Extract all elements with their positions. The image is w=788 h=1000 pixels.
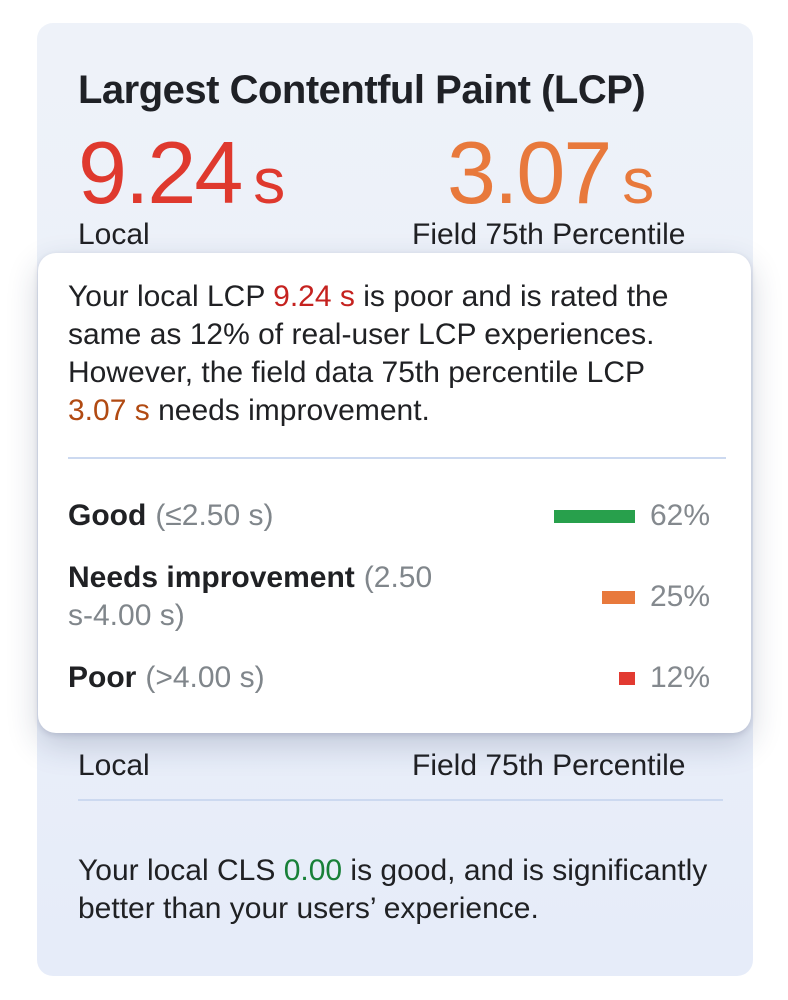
distribution-label: Needs improvement (2.50 s-4.00 s) — [68, 559, 463, 635]
distribution-bar-area: 25% — [602, 578, 726, 616]
lcp-field-label: Field 75th Percentile — [412, 218, 686, 251]
distribution-bar — [602, 590, 635, 604]
distribution-bar — [619, 671, 635, 685]
distribution-percent: 25% — [650, 580, 711, 613]
lcp-tooltip-summary: Your local LCP 9.24 s is poor and is rat… — [68, 278, 726, 430]
distribution-bar-area: 62% — [554, 497, 726, 535]
lcp-local-number: 9.24 — [78, 123, 243, 222]
distribution-percent: 62% — [650, 499, 711, 532]
summary-part3: needs improvement. — [149, 394, 430, 427]
distribution-row: Good (≤2.50 s) 62% — [68, 497, 726, 535]
cls-summary-part2: is good, and is significantly better tha… — [78, 854, 708, 925]
local-lcp-highlight: 9.24 s — [273, 280, 355, 313]
cls-local-label: Local — [78, 749, 150, 782]
distribution-bar — [554, 509, 635, 523]
lcp-values-row: 9.24 s 3.07 s — [78, 129, 733, 223]
summary-part1: Your local LCP — [68, 280, 274, 313]
category-name: Needs improvement — [68, 561, 355, 594]
field-lcp-highlight: 3.07 s — [68, 394, 150, 427]
lcp-local-unit: s — [253, 145, 286, 217]
distribution-label: Good (≤2.50 s) — [68, 497, 463, 535]
distribution-row: Poor (>4.00 s) 12% — [68, 659, 726, 697]
category-range: (2.50 s-4.00 s) — [68, 561, 433, 632]
lcp-local-label: Local — [78, 218, 150, 251]
category-name: Good — [68, 499, 147, 532]
lcp-distribution-list: Good (≤2.50 s) 62% Needs improvement (2.50 s… — [68, 497, 726, 697]
lcp-tooltip-popover: Your local LCP 9.24 s is poor and is rat… — [38, 253, 751, 733]
category-range: (>4.00 s) — [145, 661, 265, 694]
cls-value-highlight: 0.00 — [283, 854, 343, 887]
tooltip-divider — [68, 457, 726, 459]
lcp-title: Largest Contentful Paint (LCP) — [78, 68, 646, 112]
cls-summary-text: Your local CLS 0.00 is good, and is sign… — [78, 852, 719, 928]
distribution-percent: 12% — [650, 661, 711, 694]
lcp-field-value: 3.07 s — [412, 129, 733, 223]
category-range: (≤2.50 s) — [155, 499, 274, 532]
cls-labels-row: Local Field 75th Percentile — [78, 748, 733, 784]
distribution-bar-area: 12% — [619, 659, 726, 697]
cls-section-divider — [78, 799, 723, 801]
cls-summary-part1: Your local CLS — [78, 854, 284, 887]
summary-part2: is poor and is rated the same as 12% of … — [68, 280, 669, 389]
category-name: Poor — [68, 661, 137, 694]
lcp-field-number: 3.07 — [447, 123, 612, 222]
lcp-local-value: 9.24 s — [78, 129, 412, 223]
cls-field-label: Field 75th Percentile — [412, 749, 686, 782]
lcp-labels-row: Local Field 75th Percentile — [78, 217, 733, 253]
distribution-label: Poor (>4.00 s) — [68, 659, 463, 697]
distribution-row: Needs improvement (2.50 s-4.00 s) 25% — [68, 559, 726, 635]
lcp-field-unit: s — [622, 145, 655, 217]
